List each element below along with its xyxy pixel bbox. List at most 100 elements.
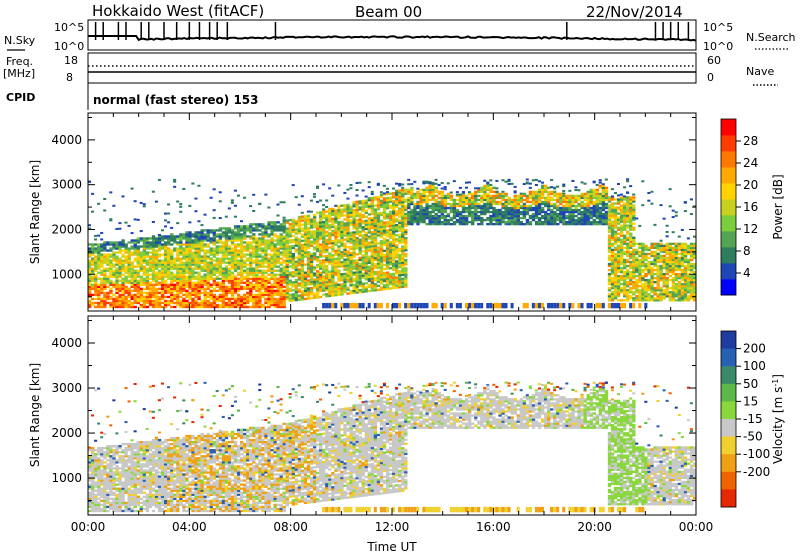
range-gate-cell bbox=[547, 208, 551, 212]
range-gate-cell bbox=[282, 259, 286, 262]
range-gate-cell bbox=[312, 284, 317, 287]
range-gate-cell bbox=[297, 290, 302, 293]
range-gate-cell bbox=[328, 262, 332, 265]
range-gate-cell bbox=[553, 206, 557, 210]
range-gate-cell bbox=[212, 243, 216, 246]
range-gate-cell bbox=[510, 202, 514, 206]
range-gate-cell bbox=[370, 198, 375, 202]
range-gate-cell bbox=[495, 194, 499, 198]
range-gate-cell bbox=[227, 297, 232, 301]
range-gate-cell bbox=[258, 241, 262, 244]
range-gate-cell bbox=[322, 249, 326, 252]
range-gate-cell bbox=[428, 186, 432, 190]
range-gate-cell bbox=[547, 190, 551, 194]
range-gate-cell bbox=[398, 199, 402, 202]
range-gate-cell bbox=[276, 237, 280, 240]
range-gate-cell bbox=[355, 247, 359, 250]
range-gate-cell bbox=[246, 287, 250, 291]
range-gate-cell bbox=[437, 196, 441, 200]
range-gate-cell bbox=[270, 285, 274, 289]
range-gate-cell bbox=[221, 275, 226, 278]
range-gate-cell bbox=[148, 243, 153, 246]
range-gate-cell bbox=[471, 198, 475, 202]
range-gate-cell bbox=[325, 289, 329, 292]
range-gate-cell bbox=[203, 305, 207, 309]
range-gate-cell bbox=[328, 276, 332, 279]
range-gate-cell bbox=[179, 243, 183, 246]
range-gate-cell bbox=[607, 222, 612, 225]
range-gate-cell bbox=[580, 210, 584, 214]
range-gate-cell bbox=[176, 263, 180, 266]
range-gate-cell bbox=[598, 214, 603, 218]
range-gate-cell bbox=[148, 283, 153, 286]
range-gate-cell bbox=[164, 253, 168, 256]
noise-cell bbox=[440, 182, 444, 185]
range-gate-cell bbox=[285, 277, 289, 281]
range-gate-cell bbox=[97, 277, 101, 280]
range-gate-cell bbox=[164, 243, 168, 246]
range-gate-cell bbox=[240, 237, 244, 240]
range-gate-cell bbox=[233, 255, 238, 258]
range-gate-cell bbox=[145, 301, 150, 305]
range-gate-cell bbox=[343, 268, 347, 272]
range-gate-cell bbox=[331, 284, 335, 287]
noise-cell bbox=[91, 192, 95, 195]
range-gate-cell bbox=[221, 287, 226, 291]
range-gate-cell bbox=[586, 190, 590, 194]
range-gate-cell bbox=[613, 234, 618, 237]
range-gate-cell bbox=[182, 253, 186, 256]
range-gate-cell bbox=[504, 212, 508, 216]
range-gate-cell bbox=[355, 245, 359, 248]
range-gate-cell bbox=[568, 212, 572, 216]
range-gate-cell bbox=[483, 190, 487, 194]
range-gate-cell bbox=[151, 303, 156, 307]
range-gate-cell bbox=[233, 247, 238, 250]
range-gate-cell bbox=[188, 277, 192, 280]
range-gate-cell bbox=[176, 265, 180, 268]
range-gate-cell bbox=[337, 247, 341, 250]
range-gate-cell bbox=[230, 295, 235, 299]
range-gate-cell bbox=[139, 303, 144, 307]
range-gate-cell bbox=[398, 271, 402, 275]
noise-cell bbox=[240, 220, 244, 223]
noise-cell bbox=[164, 219, 168, 222]
noise-cell bbox=[562, 183, 566, 186]
range-gate-cell bbox=[577, 198, 581, 202]
range-gate-cell bbox=[367, 223, 372, 226]
range-gate-cell bbox=[154, 245, 159, 248]
range-gate-cell bbox=[154, 255, 159, 258]
range-gate-cell bbox=[601, 202, 606, 206]
range-gate-cell bbox=[167, 285, 171, 289]
range-gate-cell bbox=[373, 238, 378, 242]
range-gate-cell bbox=[358, 270, 362, 274]
range-gate-cell bbox=[395, 248, 399, 251]
range-gate-cell bbox=[145, 239, 150, 242]
range-gate-cell bbox=[537, 216, 542, 220]
range-gate-cell bbox=[385, 235, 390, 238]
range-gate-cell bbox=[306, 293, 311, 296]
noise-cell bbox=[103, 197, 107, 201]
range-gate-cell bbox=[404, 230, 408, 234]
range-gate-cell bbox=[136, 265, 140, 268]
range-gate-cell bbox=[151, 267, 156, 270]
range-gate-cell bbox=[203, 303, 207, 307]
range-gate-cell bbox=[492, 196, 496, 200]
range-gate-cell bbox=[422, 198, 426, 202]
range-gate-cell bbox=[352, 263, 356, 266]
range-gate-cell bbox=[461, 200, 466, 204]
range-gate-cell bbox=[349, 273, 353, 277]
range-gate-cell bbox=[604, 210, 609, 214]
range-gate-cell bbox=[322, 226, 326, 230]
range-gate-cell bbox=[88, 283, 92, 286]
range-gate-cell bbox=[267, 277, 271, 280]
range-gate-cell bbox=[385, 259, 390, 262]
range-gate-cell bbox=[303, 217, 308, 220]
range-gate-cell bbox=[385, 263, 390, 266]
range-gate-cell bbox=[188, 297, 192, 301]
range-gate-cell bbox=[188, 249, 192, 252]
range-gate-cell bbox=[440, 204, 444, 208]
range-gate-cell bbox=[294, 230, 299, 233]
range-gate-cell bbox=[252, 267, 256, 270]
range-gate-cell bbox=[157, 281, 162, 284]
range-gate-cell bbox=[379, 276, 384, 279]
